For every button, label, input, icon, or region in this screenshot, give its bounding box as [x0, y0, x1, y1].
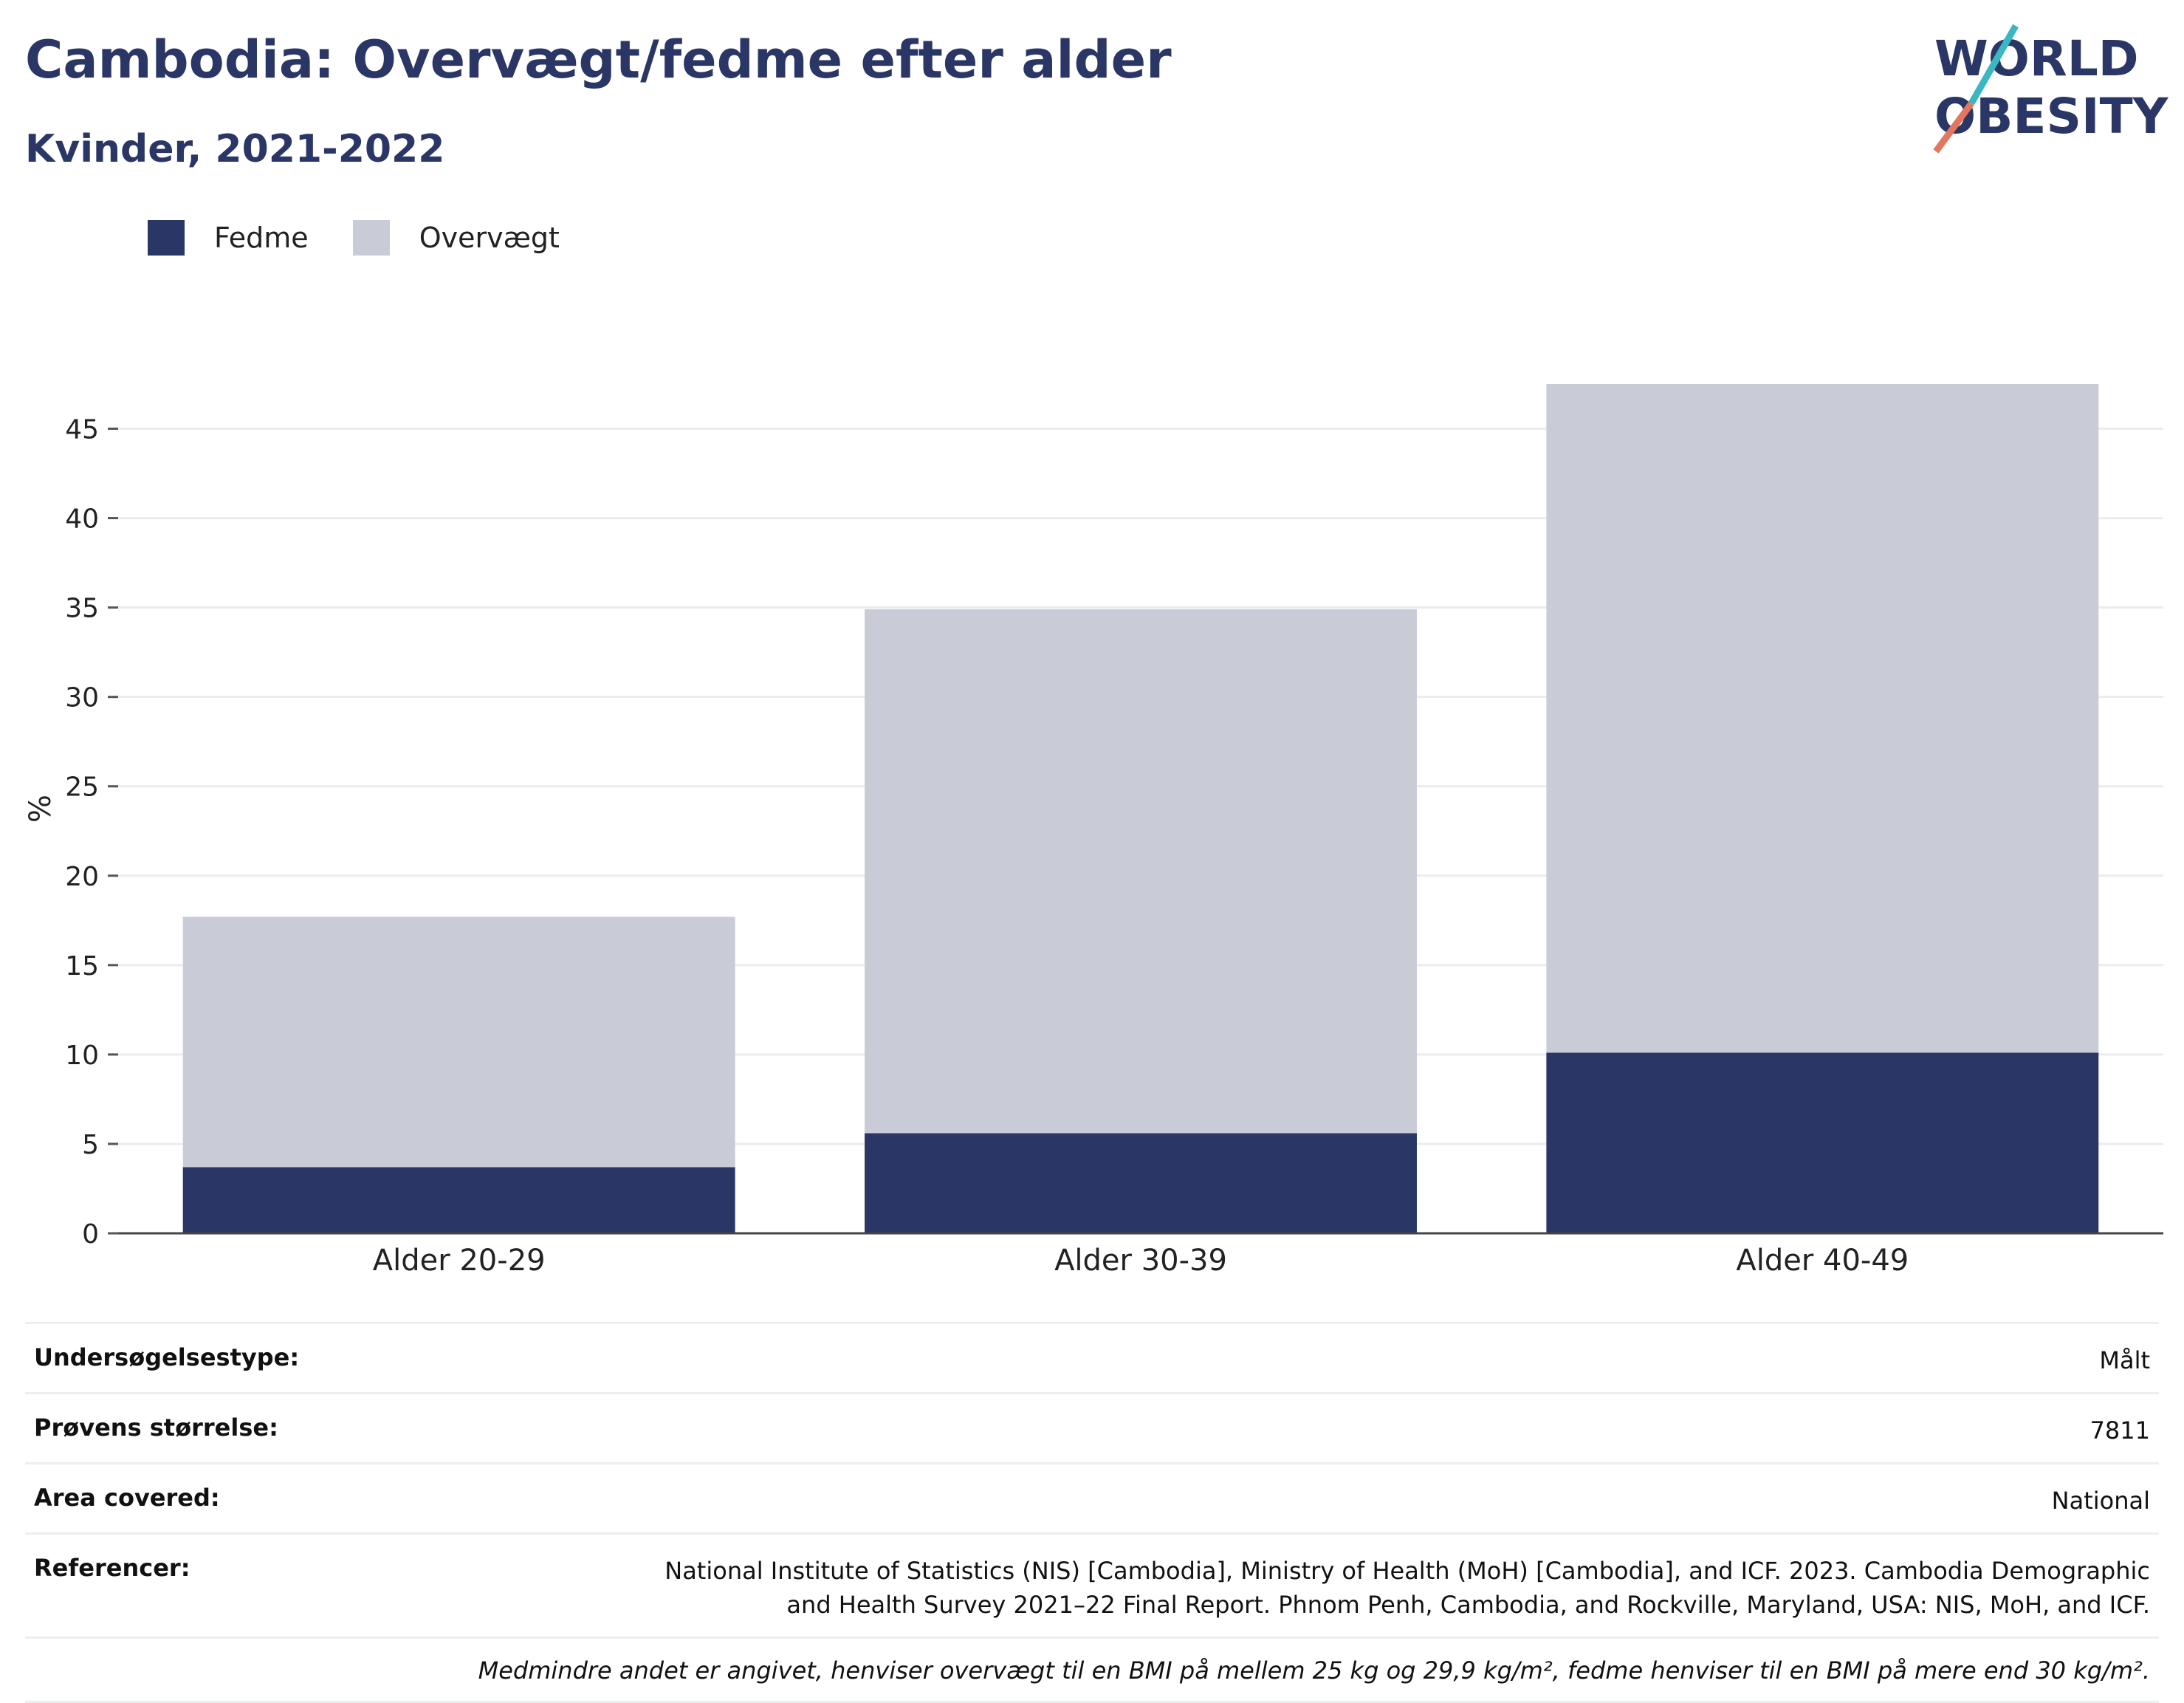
chart-title: Cambodia: Overvægt/fedme efter alder: [25, 30, 1172, 90]
legend-label-fedme: Fedme: [214, 222, 309, 254]
bar-overvaegt: [865, 609, 1417, 1134]
bar-fedme: [182, 1167, 735, 1233]
bar-fedme: [1546, 1052, 2099, 1233]
y-tick-label: 30: [65, 683, 99, 713]
legend-item-fedme: Fedme: [148, 220, 309, 256]
y-tick-label: 20: [65, 862, 99, 892]
chart-legend: Fedme Overvægt: [148, 219, 604, 257]
meta-row-survey-type: Undersøgelsestype: Målt: [25, 1322, 2159, 1392]
y-tick-label: 25: [65, 772, 99, 803]
meta-value: 7811: [2089, 1416, 2150, 1445]
y-tick-label: 15: [65, 951, 99, 981]
meta-row-area-covered: Area covered: National: [25, 1462, 2159, 1532]
meta-value: Målt: [2099, 1346, 2150, 1374]
y-tick-label: 45: [65, 415, 99, 445]
chart-subtitle: Kvinder, 2021-2022: [25, 127, 445, 171]
legend-item-overvaegt: Overvægt: [352, 220, 560, 256]
meta-key: Referencer:: [34, 1554, 190, 1582]
meta-value: National: [2051, 1487, 2150, 1515]
x-category-label: Alder 20-29: [373, 1244, 546, 1278]
bar-overvaegt: [182, 916, 735, 1168]
y-tick-label: 40: [65, 504, 99, 535]
legend-label-overvaegt: Overvægt: [419, 222, 560, 254]
y-tick-label: 0: [82, 1219, 99, 1250]
bar-overvaegt: [1546, 384, 2099, 1053]
meta-key: Prøvens størrelse:: [34, 1414, 278, 1442]
legend-swatch-overvaegt: [352, 220, 390, 256]
y-tick-label: 35: [65, 594, 99, 624]
y-tick-label: 5: [82, 1130, 99, 1160]
stacked-bar-chart: 0 5 10 15 20 25 30 35 40 45% Alder 20-29 Alder 30-3…: [24, 384, 2163, 1278]
x-category-label: Alder 40-49: [1736, 1244, 1909, 1278]
bar-fedme: [865, 1133, 1417, 1233]
y-tick-label: 10: [65, 1041, 99, 1071]
world-obesity-logo: WORLD OBESITY: [1933, 24, 2169, 154]
metadata-table: Undersøgelsestype: Målt Prøvens størrels…: [25, 1322, 2159, 1703]
meta-key: Undersøgelsestype:: [34, 1343, 300, 1371]
legend-swatch-fedme: [148, 220, 185, 256]
meta-row-references: Referencer: National Institute of Statis…: [25, 1532, 2159, 1637]
y-axis-label: %: [24, 795, 58, 823]
svg-text:OBESITY: OBESITY: [1934, 88, 2169, 145]
meta-value: National Institute of Statistics (NIS) […: [665, 1557, 2150, 1619]
svg-text:WORLD: WORLD: [1934, 30, 2139, 87]
x-category-label: Alder 30-39: [1054, 1244, 1227, 1278]
meta-row-sample-size: Prøvens størrelse: 7811: [25, 1392, 2159, 1462]
meta-key: Area covered:: [34, 1484, 220, 1512]
definition-note: Medmindre andet er angivet, henviser ove…: [25, 1637, 2159, 1703]
